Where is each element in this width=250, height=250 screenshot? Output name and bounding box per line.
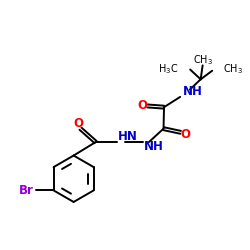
Text: NH: NH	[144, 140, 164, 153]
Text: H$_3$C: H$_3$C	[158, 62, 178, 76]
Text: Br: Br	[18, 184, 34, 197]
Text: O: O	[138, 100, 147, 112]
Text: O: O	[74, 117, 84, 130]
Text: NH: NH	[183, 85, 203, 98]
Text: CH$_3$: CH$_3$	[223, 62, 243, 76]
Text: CH$_3$: CH$_3$	[192, 54, 213, 68]
Text: HN: HN	[118, 130, 138, 143]
Text: O: O	[180, 128, 190, 141]
